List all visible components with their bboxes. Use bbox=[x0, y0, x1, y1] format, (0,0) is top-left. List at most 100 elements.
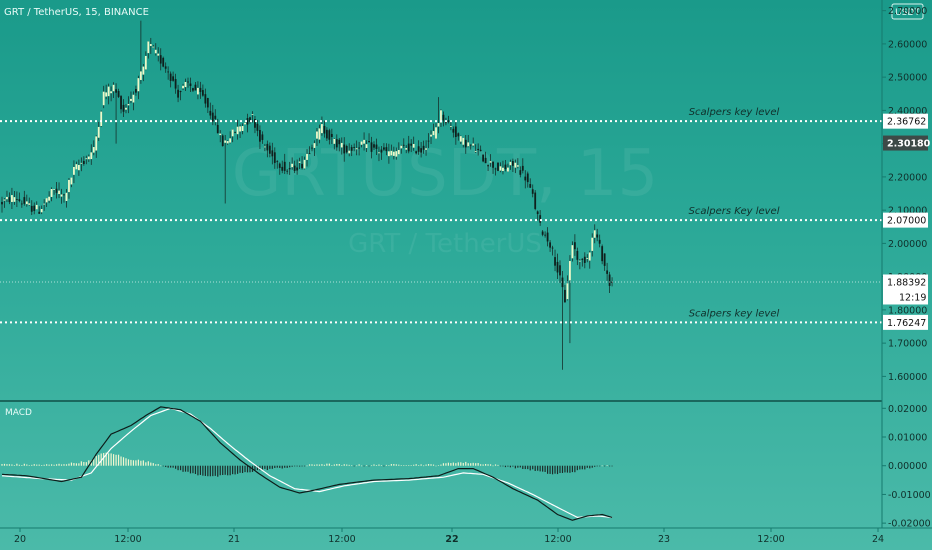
candle bbox=[410, 143, 413, 146]
macd-histogram-bar bbox=[455, 463, 457, 466]
candle bbox=[526, 173, 529, 183]
candle bbox=[197, 87, 199, 95]
price-tick-label: 2.70000 bbox=[888, 6, 927, 17]
candle bbox=[226, 141, 229, 144]
macd-histogram-bar bbox=[328, 463, 330, 466]
candle bbox=[112, 84, 115, 92]
candle bbox=[211, 112, 214, 122]
macd-histogram-bar bbox=[264, 465, 266, 469]
candle bbox=[454, 126, 457, 138]
candle bbox=[390, 150, 393, 156]
candle bbox=[68, 179, 70, 193]
macd-histogram-bar bbox=[271, 465, 273, 469]
macd-histogram-bar bbox=[331, 465, 333, 466]
candle bbox=[115, 89, 117, 93]
macd-histogram-bar bbox=[489, 464, 492, 466]
candle bbox=[164, 66, 167, 69]
macd-histogram-bar bbox=[321, 464, 323, 466]
candle bbox=[152, 46, 155, 48]
macd-histogram-bar bbox=[460, 462, 462, 466]
macd-histogram-bar bbox=[65, 464, 68, 466]
price-tick-label: 1.60000 bbox=[888, 372, 927, 383]
candle bbox=[313, 143, 316, 148]
candle bbox=[564, 289, 566, 303]
candle bbox=[536, 211, 539, 215]
candle bbox=[154, 49, 157, 54]
candle bbox=[469, 144, 472, 146]
macd-histogram-bar bbox=[51, 464, 53, 466]
macd-histogram-bar bbox=[120, 456, 122, 466]
macd-histogram-bar bbox=[581, 465, 583, 470]
macd-histogram-bar bbox=[147, 461, 149, 466]
macd-histogram-bar bbox=[165, 465, 167, 468]
macd-histogram-bar bbox=[113, 454, 115, 466]
macd-histogram-bar bbox=[566, 465, 569, 473]
candle bbox=[28, 203, 31, 205]
candle bbox=[234, 131, 237, 133]
candle bbox=[82, 160, 85, 164]
macd-histogram-bar bbox=[512, 465, 514, 467]
currency-button[interactable]: USDT bbox=[891, 3, 924, 20]
macd-histogram-bar bbox=[80, 461, 82, 466]
macd-histogram-bar bbox=[351, 465, 353, 467]
macd-histogram-bar bbox=[517, 465, 519, 468]
candle bbox=[149, 44, 152, 47]
candle bbox=[507, 167, 509, 172]
macd-histogram-bar bbox=[509, 465, 511, 468]
candle bbox=[216, 124, 219, 134]
macd-histogram-bar bbox=[487, 464, 489, 466]
macd-histogram-bar bbox=[447, 462, 449, 466]
candle bbox=[583, 256, 586, 263]
time-axis[interactable]: 20 12:00 21 12:00 22 12:00 23 12:00 24 bbox=[14, 528, 884, 545]
candle bbox=[499, 166, 502, 171]
macd-histogram-bar bbox=[189, 465, 192, 474]
macd-histogram-bar bbox=[95, 455, 97, 466]
macd-histogram-bar bbox=[222, 465, 224, 476]
candle bbox=[541, 231, 544, 235]
candle bbox=[100, 111, 103, 127]
macd-histogram-bar bbox=[544, 465, 546, 472]
macd-histogram-bar bbox=[477, 463, 479, 466]
candle bbox=[120, 96, 122, 110]
macd-histogram-bar bbox=[187, 465, 189, 472]
candle bbox=[50, 188, 53, 197]
macd-histogram-bar bbox=[249, 465, 251, 473]
candle bbox=[445, 121, 447, 124]
time-tick-label-day: 24 bbox=[872, 534, 884, 545]
price-tick-label: 2.40000 bbox=[888, 106, 927, 117]
candle bbox=[281, 166, 284, 171]
macd-label: MACD bbox=[5, 408, 32, 418]
candle bbox=[432, 131, 435, 136]
macd-histogram-bar bbox=[343, 464, 345, 466]
macd-histogram-bar bbox=[63, 464, 65, 466]
price-tick-label: 1.70000 bbox=[888, 339, 927, 350]
macd-histogram-bar bbox=[294, 465, 296, 467]
macd-histogram-bar bbox=[586, 465, 588, 468]
macd-histogram-bar bbox=[425, 464, 427, 466]
candle bbox=[130, 98, 132, 101]
macd-histogram-bar bbox=[132, 460, 135, 466]
macd-histogram-bar bbox=[365, 465, 368, 466]
candle bbox=[566, 283, 569, 300]
candle bbox=[40, 209, 43, 213]
price-tick-label: 2.60000 bbox=[888, 39, 927, 50]
candle bbox=[358, 147, 361, 149]
level-price-label-box bbox=[883, 212, 928, 228]
candle bbox=[598, 239, 601, 244]
macd-histogram-bar bbox=[212, 465, 214, 477]
macd-histogram-bar bbox=[110, 453, 112, 466]
macd-histogram-bar bbox=[403, 465, 405, 467]
macd-histogram-bar bbox=[78, 463, 80, 466]
candle bbox=[318, 128, 321, 140]
macd-histogram-bar bbox=[299, 465, 301, 467]
candle bbox=[169, 73, 172, 81]
candle bbox=[48, 196, 51, 201]
macd-histogram-bar bbox=[162, 465, 164, 467]
macd-histogram-bar bbox=[150, 462, 152, 466]
candle bbox=[296, 167, 299, 171]
macd-histogram-bar bbox=[504, 465, 507, 468]
macd-histogram-bar bbox=[383, 465, 385, 467]
macd-histogram-bar bbox=[594, 465, 596, 467]
macd-histogram-bar bbox=[524, 465, 526, 470]
